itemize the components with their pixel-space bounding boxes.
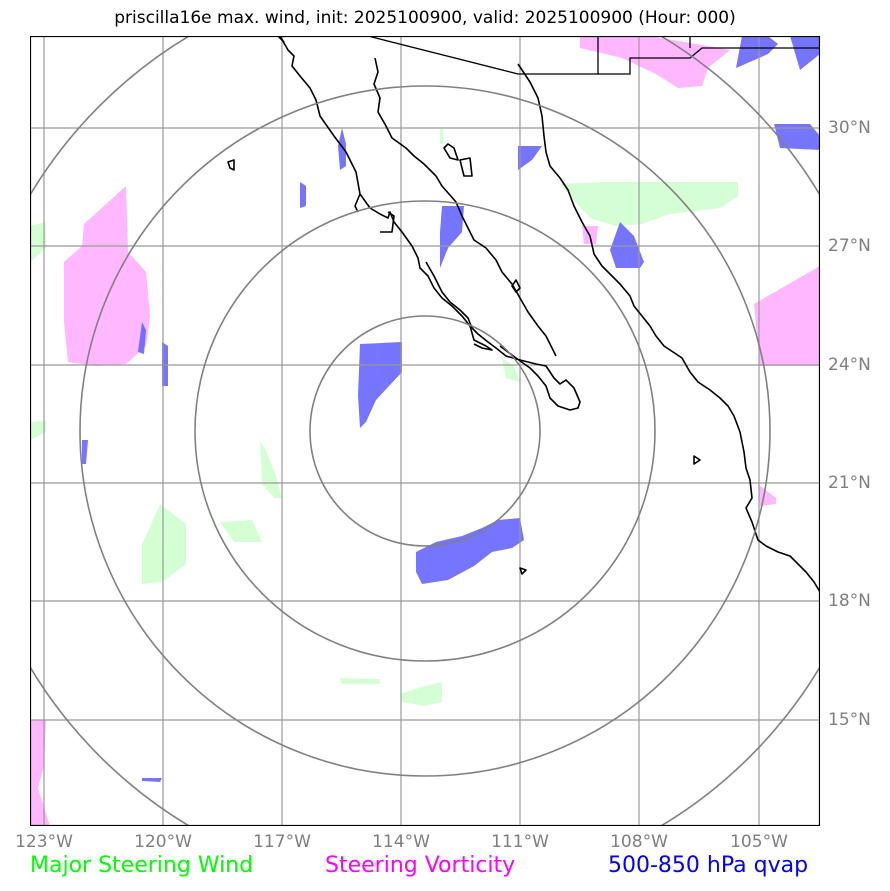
lon-label: 108°W bbox=[610, 832, 668, 852]
range-rings bbox=[30, 36, 820, 826]
lat-label: 18°N bbox=[828, 591, 871, 611]
lon-label: 114°W bbox=[372, 832, 430, 852]
lat-label: 30°N bbox=[828, 118, 871, 138]
lat-lon-grid bbox=[30, 36, 820, 826]
lon-label: 120°W bbox=[134, 832, 192, 852]
qvap-areas bbox=[82, 36, 820, 782]
lon-label: 123°W bbox=[15, 832, 73, 852]
lat-label: 27°N bbox=[828, 236, 871, 256]
border-lines bbox=[367, 36, 820, 75]
legend-steering-vorticity: Steering Vorticity bbox=[325, 853, 516, 878]
lat-label: 15°N bbox=[828, 710, 871, 730]
lon-label: 105°W bbox=[730, 832, 788, 852]
coastline bbox=[227, 36, 820, 593]
legend-qvap: 500-850 hPa qvap bbox=[608, 853, 809, 878]
lat-label: 21°N bbox=[828, 473, 871, 493]
lon-label: 111°W bbox=[491, 832, 549, 852]
legend-steering-wind: Major Steering Wind bbox=[30, 853, 254, 878]
lat-label: 24°N bbox=[828, 355, 871, 375]
steering-wind-areas bbox=[30, 129, 738, 706]
map-frame bbox=[30, 36, 820, 826]
steering-vorticity-areas bbox=[30, 36, 820, 826]
map-plot bbox=[30, 36, 820, 826]
lon-label: 117°W bbox=[253, 832, 311, 852]
map-title: priscilla16e max. wind, init: 2025100900… bbox=[114, 8, 736, 28]
